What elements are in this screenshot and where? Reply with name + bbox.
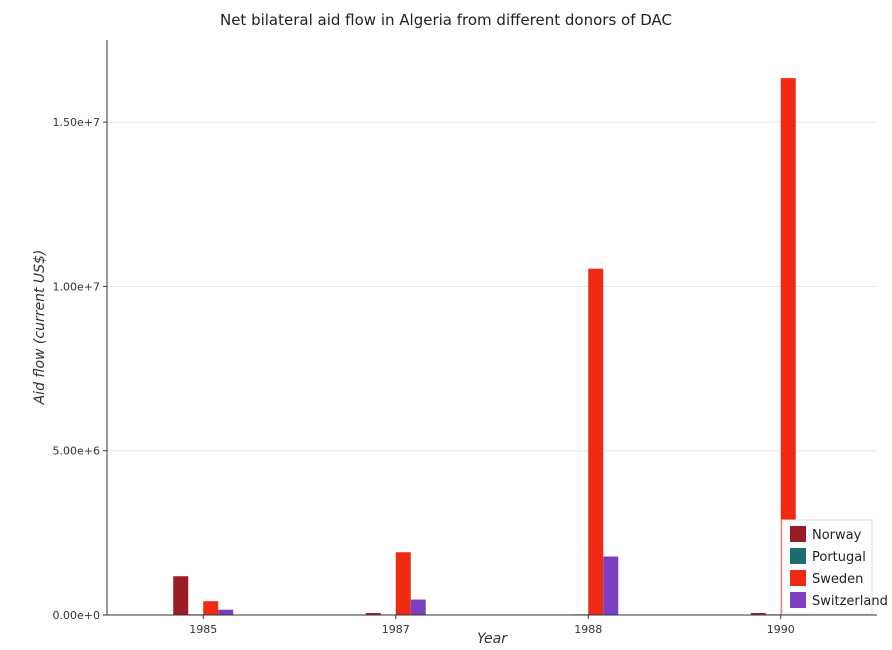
x-axis-label: Year	[477, 631, 508, 647]
bar-sweden-1985	[203, 601, 219, 615]
chart-title: Net bilateral aid flow in Algeria from d…	[220, 11, 672, 29]
y-tick-label: 1.50e+7	[53, 116, 100, 129]
plot-background	[107, 40, 877, 615]
x-axis: 1985 1987 1988 1990	[107, 614, 877, 636]
legend: Norway Portugal Sweden Switzerland	[781, 519, 888, 615]
legend-swatch-portugal	[790, 548, 806, 564]
y-axis-label: Aid flow (current US$)	[32, 250, 48, 406]
plot-area: 1985 1987 1988 1990 0.00e+0 5.00e+6 1.00e+7 1.…	[53, 40, 877, 636]
legend-label-norway: Norway	[812, 528, 862, 543]
y-tick-label: 1.00e+7	[53, 280, 100, 293]
bar-sweden-1988	[588, 268, 604, 615]
bar-sweden-1987	[395, 552, 411, 615]
x-tick-label: 1990	[767, 623, 795, 636]
bar-norway-1987	[365, 613, 381, 615]
legend-swatch-norway	[790, 526, 806, 542]
bar-switzerland-1985	[218, 609, 234, 615]
y-tick-label: 5.00e+6	[53, 445, 100, 458]
legend-label-portugal: Portugal	[812, 550, 866, 565]
bar-switzerland-1988	[603, 556, 619, 615]
x-tick-label: 1987	[382, 623, 410, 636]
legend-label-switzerland: Switzerland	[812, 594, 888, 609]
bar-sweden-1990	[780, 78, 796, 616]
bar-switzerland-1987	[410, 599, 426, 615]
legend-swatch-switzerland	[790, 592, 806, 608]
x-tick-label: 1988	[574, 623, 602, 636]
legend-label-sweden: Sweden	[812, 572, 863, 587]
legend-swatch-sweden	[790, 570, 806, 586]
y-tick-label: 0.00e+0	[53, 609, 100, 622]
bar-norway-1990	[750, 613, 766, 615]
bars	[173, 78, 811, 616]
bar-norway-1985	[173, 576, 189, 615]
x-tick-label: 1985	[189, 623, 217, 636]
y-axis: 0.00e+0 5.00e+6 1.00e+7 1.50e+7	[53, 40, 108, 622]
